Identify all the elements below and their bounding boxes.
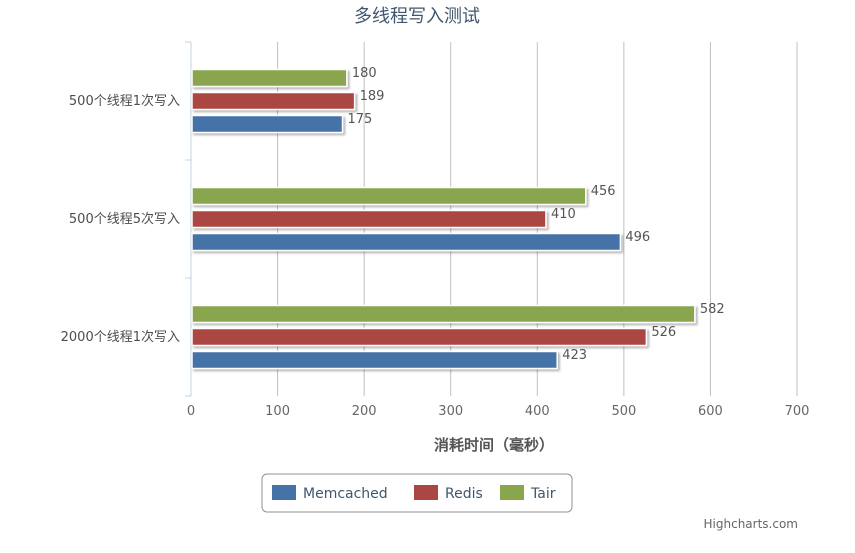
value-tick-label: 0 [187,404,195,419]
value-tick-label: 500 [611,404,636,419]
legend-label: Memcached [303,486,388,502]
data-label: 175 [348,112,373,127]
legend: Memcached Redis Tair [261,473,573,513]
bar-redis[interactable] [191,327,648,347]
data-label: 526 [651,325,676,340]
credits-link[interactable]: Highcharts.com [704,517,798,531]
legend-label: Tair [530,486,556,502]
value-tick-label: 200 [352,404,377,419]
category-axis [185,41,192,397]
bar-tair[interactable] [191,68,348,88]
bar-series [191,68,696,370]
data-label: 189 [360,89,385,104]
legend-item-tair[interactable]: Tair [500,485,556,502]
value-tick-label: 100 [265,404,290,419]
legend-label: Redis [445,486,483,502]
legend-item-memcached[interactable]: Memcached [272,485,388,502]
bar-memcached[interactable] [191,232,622,252]
value-axis-title: 消耗时间（毫秒） [434,436,554,454]
value-tick-label: 600 [698,404,723,419]
data-label: 496 [625,230,650,245]
data-labels: 180 189 175 456 410 496 582 526 423 [348,66,725,363]
value-tick-label: 300 [438,404,463,419]
category-label: 2000个线程1次写入 [61,329,180,345]
category-label: 500个线程1次写入 [69,93,180,109]
bar-redis[interactable] [191,91,356,111]
bar-tair[interactable] [191,186,587,206]
data-label: 456 [591,184,616,199]
bar-memcached[interactable] [191,114,344,134]
bar-redis[interactable] [191,209,547,229]
category-label: 500个线程5次写入 [69,211,180,227]
legend-swatch [272,485,296,500]
category-labels: 500个线程1次写入 500个线程5次写入 2000个线程1次写入 [61,93,180,345]
legend-item-redis[interactable]: Redis [414,485,483,502]
data-label: 582 [700,302,725,317]
value-tick-label: 400 [525,404,550,419]
data-label: 423 [562,348,587,363]
data-label: 410 [551,207,576,222]
bar-tair[interactable] [191,304,696,324]
chart-title: 多线程写入测试 [354,6,480,27]
legend-swatch [500,485,524,500]
value-tick-label: 700 [785,404,810,419]
data-label: 180 [352,66,377,81]
bar-memcached[interactable] [191,350,558,370]
value-tick-labels: 0 100 200 300 400 500 600 700 [187,404,810,419]
legend-swatch [414,485,438,500]
